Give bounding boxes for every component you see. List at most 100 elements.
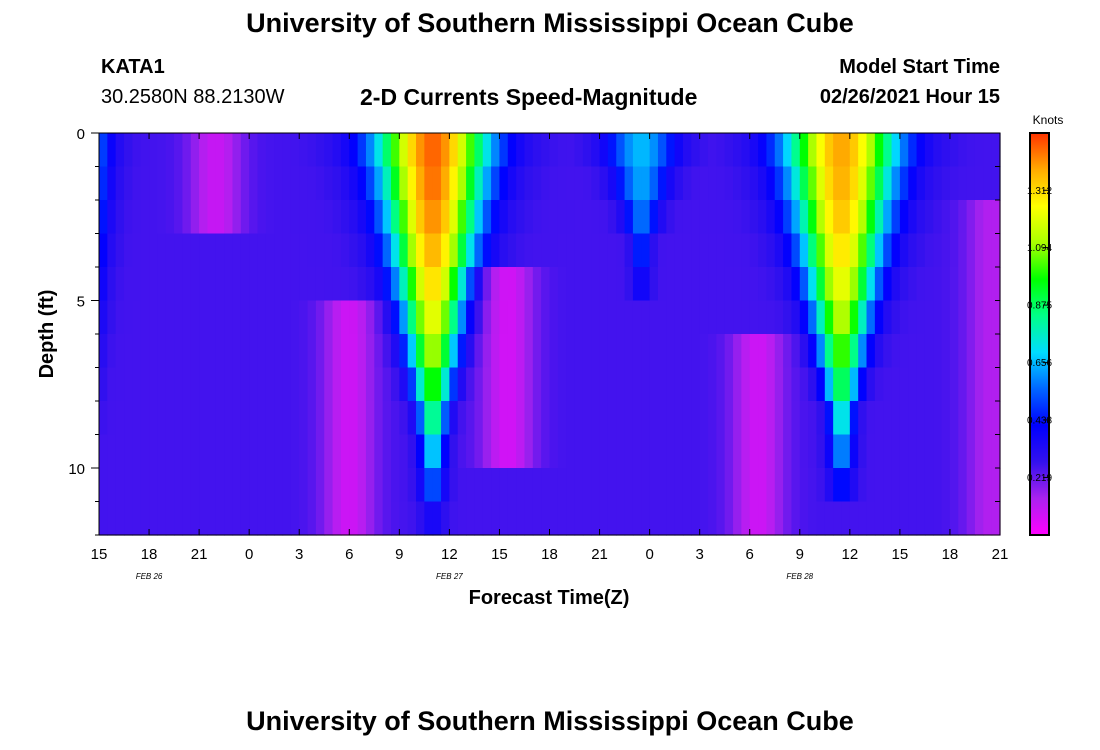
heatmap-cell (641, 300, 651, 335)
heatmap-cell (124, 434, 133, 469)
heatmap-cell (916, 334, 926, 369)
heatmap-cell (332, 367, 342, 402)
heatmap-cell (99, 367, 108, 402)
heatmap-cell (332, 434, 342, 469)
heatmap-cell (99, 434, 108, 469)
heatmap-cell (841, 267, 851, 302)
heatmap-cell (649, 267, 659, 302)
heatmap-cell (107, 401, 117, 436)
heatmap-cell (716, 401, 726, 436)
heatmap-cell (566, 401, 576, 436)
heatmap-cell (566, 300, 576, 335)
heatmap-cell (649, 367, 659, 402)
heatmap-cell (324, 334, 334, 369)
heatmap-cell (115, 501, 125, 536)
heatmap-cell (674, 300, 684, 335)
heatmap-cell (365, 200, 375, 235)
heatmap-cell (708, 367, 717, 402)
heatmap-cell (891, 267, 901, 302)
heatmap-cell (516, 434, 526, 469)
heatmap-cell (99, 133, 108, 168)
heatmap-cell (207, 367, 217, 402)
heatmap-cell (874, 300, 884, 335)
heatmap-cell (424, 267, 434, 302)
heatmap-cell (249, 367, 259, 402)
heatmap-cell (699, 200, 709, 235)
heatmap-cell (908, 468, 918, 503)
x-axis-label: Forecast Time(Z) (469, 587, 630, 609)
heatmap-cell (974, 434, 984, 469)
heatmap-cell (432, 233, 442, 268)
heatmap-cell (290, 233, 300, 268)
heatmap-cell (374, 166, 384, 201)
heatmap-cell (582, 401, 592, 436)
heatmap-cell (682, 468, 692, 503)
heatmap-cell (357, 267, 367, 302)
heatmap-cell (357, 434, 367, 469)
heatmap-cell (991, 401, 1001, 436)
heatmap-cell (290, 401, 300, 436)
heatmap-cell (908, 233, 918, 268)
heatmap-cell (791, 166, 801, 201)
heatmap-cell (808, 334, 818, 369)
heatmap-cell (507, 401, 517, 436)
heatmap-cell (591, 367, 601, 402)
heatmap-cell (441, 367, 450, 402)
heatmap-cell (741, 434, 751, 469)
heatmap-cell (140, 267, 150, 302)
heatmap-cell (632, 468, 642, 503)
heatmap-cell (399, 133, 409, 168)
heatmap-cell (724, 334, 734, 369)
heatmap-cell (407, 501, 417, 536)
heatmap-cell (874, 434, 884, 469)
heatmap-cell (641, 434, 651, 469)
heatmap-cell (224, 300, 234, 335)
heatmap-cell (791, 401, 801, 436)
heatmap-cell (974, 367, 984, 402)
heatmap-cell (499, 267, 509, 302)
heatmap-cell (149, 166, 158, 201)
heatmap-cell (390, 133, 400, 168)
heatmap-cell (874, 367, 884, 402)
colorbar (1029, 132, 1050, 536)
heatmap-cell (916, 468, 926, 503)
heatmap-cell (466, 401, 476, 436)
heatmap-cell (657, 367, 667, 402)
heatmap-cell (808, 166, 818, 201)
heatmap-cell (899, 334, 909, 369)
heatmap-cell (199, 133, 209, 168)
heatmap-cell (115, 300, 125, 335)
heatmap-cell (841, 434, 851, 469)
heatmap-cell (307, 166, 317, 201)
heatmap-cell (324, 300, 334, 335)
heatmap-cell (899, 300, 909, 335)
heatmap-cell (557, 334, 567, 369)
heatmap-cell (966, 166, 976, 201)
heatmap-cell (666, 200, 676, 235)
heatmap-cell (224, 233, 234, 268)
heatmap-cell (449, 401, 459, 436)
heatmap-cell (424, 401, 434, 436)
heatmap-cell (449, 334, 459, 369)
heatmap-cell (574, 434, 584, 469)
heatmap-cell (182, 468, 192, 503)
heatmap-cell (566, 334, 576, 369)
heatmap-cell (682, 166, 692, 201)
heatmap-cell (274, 401, 284, 436)
heatmap-cell (466, 166, 476, 201)
heatmap-cell (416, 367, 425, 402)
heatmap-cell (332, 401, 342, 436)
heatmap-cell (849, 367, 859, 402)
heatmap-cell (207, 434, 217, 469)
heatmap-cell (390, 200, 400, 235)
heatmap-cell (941, 401, 951, 436)
heatmap-cell (899, 133, 909, 168)
x-tick-label: 21 (591, 546, 608, 563)
heatmap-cell (799, 166, 809, 201)
heatmap-cell (649, 133, 659, 168)
heatmap-cell (607, 300, 617, 335)
heatmap-cell (491, 367, 501, 402)
heatmap-cell (791, 501, 801, 536)
heatmap-cell (349, 501, 359, 536)
heatmap-cell (399, 334, 409, 369)
